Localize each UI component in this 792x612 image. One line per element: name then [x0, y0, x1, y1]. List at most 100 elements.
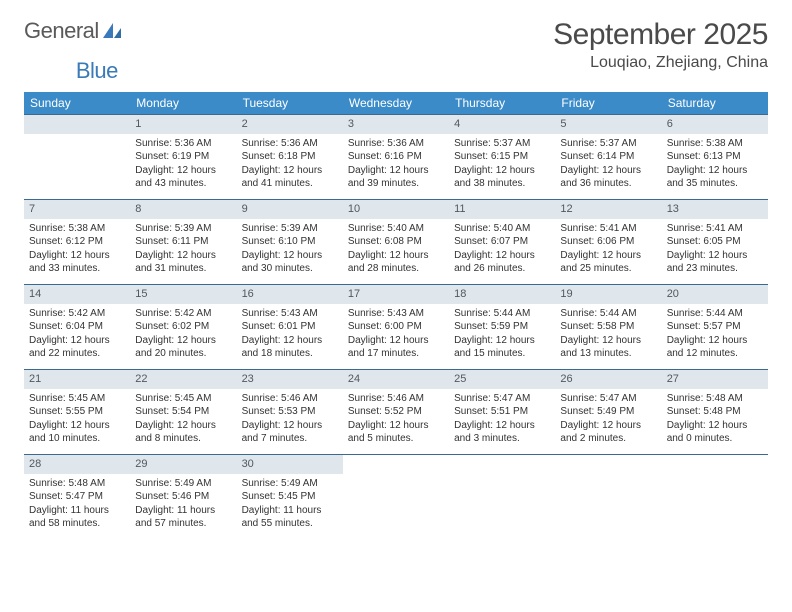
day-d1: Daylight: 12 hours	[242, 334, 338, 348]
day-sr: Sunrise: 5:36 AM	[135, 137, 231, 151]
day-d2: and 8 minutes.	[135, 432, 231, 446]
day-d1: Daylight: 11 hours	[29, 504, 125, 518]
day-number: 26	[555, 370, 661, 389]
day-d2: and 57 minutes.	[135, 517, 231, 531]
day-sr: Sunrise: 5:48 AM	[29, 477, 125, 491]
day-ss: Sunset: 6:16 PM	[348, 150, 444, 164]
day-cell	[343, 455, 449, 539]
week-row: 21Sunrise: 5:45 AMSunset: 5:55 PMDayligh…	[24, 369, 768, 454]
day-d1: Daylight: 12 hours	[242, 419, 338, 433]
day-d1: Daylight: 12 hours	[560, 334, 656, 348]
day-d1: Daylight: 12 hours	[135, 419, 231, 433]
day-number: 22	[130, 370, 236, 389]
day-sr: Sunrise: 5:41 AM	[560, 222, 656, 236]
day-ss: Sunset: 6:14 PM	[560, 150, 656, 164]
day-d2: and 20 minutes.	[135, 347, 231, 361]
weeks-container: 1Sunrise: 5:36 AMSunset: 6:19 PMDaylight…	[24, 114, 768, 539]
day-number: 16	[237, 285, 343, 304]
day-ss: Sunset: 5:57 PM	[667, 320, 763, 334]
day-ss: Sunset: 6:01 PM	[242, 320, 338, 334]
day-ss: Sunset: 5:59 PM	[454, 320, 550, 334]
day-cell: 16Sunrise: 5:43 AMSunset: 6:01 PMDayligh…	[237, 285, 343, 369]
day-ss: Sunset: 5:53 PM	[242, 405, 338, 419]
dow-thursday: Thursday	[449, 92, 555, 114]
day-cell: 4Sunrise: 5:37 AMSunset: 6:15 PMDaylight…	[449, 115, 555, 199]
day-number: 19	[555, 285, 661, 304]
day-d1: Daylight: 12 hours	[454, 249, 550, 263]
day-cell: 30Sunrise: 5:49 AMSunset: 5:45 PMDayligh…	[237, 455, 343, 539]
day-ss: Sunset: 6:12 PM	[29, 235, 125, 249]
day-ss: Sunset: 5:58 PM	[560, 320, 656, 334]
day-cell: 14Sunrise: 5:42 AMSunset: 6:04 PMDayligh…	[24, 285, 130, 369]
day-d2: and 28 minutes.	[348, 262, 444, 276]
day-sr: Sunrise: 5:44 AM	[454, 307, 550, 321]
day-number: 3	[343, 115, 449, 134]
day-d1: Daylight: 12 hours	[242, 249, 338, 263]
day-d2: and 36 minutes.	[560, 177, 656, 191]
week-row: 7 Sunrise: 5:38 AMSunset: 6:12 PM Daylight…	[24, 199, 768, 284]
day-sr: Sunrise: 5:42 AM	[135, 307, 231, 321]
day-sr: Sunrise: 5:47 AM	[454, 392, 550, 406]
day-sr: Sunrise: 5:45 AM	[135, 392, 231, 406]
day-d2: and 38 minutes.	[454, 177, 550, 191]
week-row: 14Sunrise: 5:42 AMSunset: 6:04 PMDayligh…	[24, 284, 768, 369]
day-cell: 9Sunrise: 5:39 AMSunset: 6:10 PMDaylight…	[237, 200, 343, 284]
day-number: 10	[343, 200, 449, 219]
day-sr: Sunrise: 5:41 AM	[667, 222, 763, 236]
day-sr: Sunrise: 5:49 AM	[135, 477, 231, 491]
day-ss: Sunset: 6:04 PM	[29, 320, 125, 334]
day-d2: and 15 minutes.	[454, 347, 550, 361]
day-cell	[449, 455, 555, 539]
day-number: 5	[555, 115, 661, 134]
day-number: 2	[237, 115, 343, 134]
dow-wednesday: Wednesday	[343, 92, 449, 114]
day-sr: Sunrise: 5:38 AM	[29, 222, 125, 236]
day-ss: Sunset: 6:15 PM	[454, 150, 550, 164]
brand-text-2: Blue	[76, 58, 118, 84]
day-number: 11	[449, 200, 555, 219]
day-ss: Sunset: 6:19 PM	[135, 150, 231, 164]
day-d1: Daylight: 11 hours	[135, 504, 231, 518]
day-cell: 6Sunrise: 5:38 AMSunset: 6:13 PMDaylight…	[662, 115, 768, 199]
day-number: 7	[24, 200, 130, 219]
day-sr: Sunrise: 5:38 AM	[667, 137, 763, 151]
day-cell: 2Sunrise: 5:36 AMSunset: 6:18 PMDaylight…	[237, 115, 343, 199]
day-cell: 27Sunrise: 5:48 AMSunset: 5:48 PMDayligh…	[662, 370, 768, 454]
day-d2: and 5 minutes.	[348, 432, 444, 446]
week-row: 1Sunrise: 5:36 AMSunset: 6:19 PMDaylight…	[24, 114, 768, 199]
day-sr: Sunrise: 5:44 AM	[667, 307, 763, 321]
day-sr: Sunrise: 5:36 AM	[348, 137, 444, 151]
dow-sunday: Sunday	[24, 92, 130, 114]
day-d2: and 55 minutes.	[242, 517, 338, 531]
day-d1: Daylight: 12 hours	[135, 164, 231, 178]
day-d1: Daylight: 12 hours	[667, 164, 763, 178]
day-d2: and 17 minutes.	[348, 347, 444, 361]
day-cell: 10Sunrise: 5:40 AMSunset: 6:08 PMDayligh…	[343, 200, 449, 284]
day-d1: Daylight: 12 hours	[560, 164, 656, 178]
day-d1: Daylight: 12 hours	[667, 334, 763, 348]
day-d1: Daylight: 11 hours	[242, 504, 338, 518]
day-cell: 22Sunrise: 5:45 AMSunset: 5:54 PMDayligh…	[130, 370, 236, 454]
dow-tuesday: Tuesday	[237, 92, 343, 114]
day-d1: Daylight: 12 hours	[135, 334, 231, 348]
day-cell: 7Sunrise: 5:38 AMSunset: 6:12 PMDaylight…	[24, 200, 130, 284]
day-ss: Sunset: 6:08 PM	[348, 235, 444, 249]
day-ss: Sunset: 5:51 PM	[454, 405, 550, 419]
day-cell: 26Sunrise: 5:47 AMSunset: 5:49 PMDayligh…	[555, 370, 661, 454]
day-cell: 3Sunrise: 5:36 AMSunset: 6:16 PMDaylight…	[343, 115, 449, 199]
day-number: 29	[130, 455, 236, 474]
brand-text-1: General	[24, 18, 99, 44]
day-ss: Sunset: 6:05 PM	[667, 235, 763, 249]
day-sr: Sunrise: 5:40 AM	[348, 222, 444, 236]
day-cell: 1Sunrise: 5:36 AMSunset: 6:19 PMDaylight…	[130, 115, 236, 199]
day-sr: Sunrise: 5:46 AM	[348, 392, 444, 406]
day-d2: and 13 minutes.	[560, 347, 656, 361]
day-number: 28	[24, 455, 130, 474]
sail-icon	[101, 21, 123, 41]
day-d2: and 22 minutes.	[29, 347, 125, 361]
day-sr: Sunrise: 5:45 AM	[29, 392, 125, 406]
day-cell: 15Sunrise: 5:42 AMSunset: 6:02 PMDayligh…	[130, 285, 236, 369]
day-d2: and 30 minutes.	[242, 262, 338, 276]
brand-logo: General	[24, 18, 123, 44]
day-number: 25	[449, 370, 555, 389]
